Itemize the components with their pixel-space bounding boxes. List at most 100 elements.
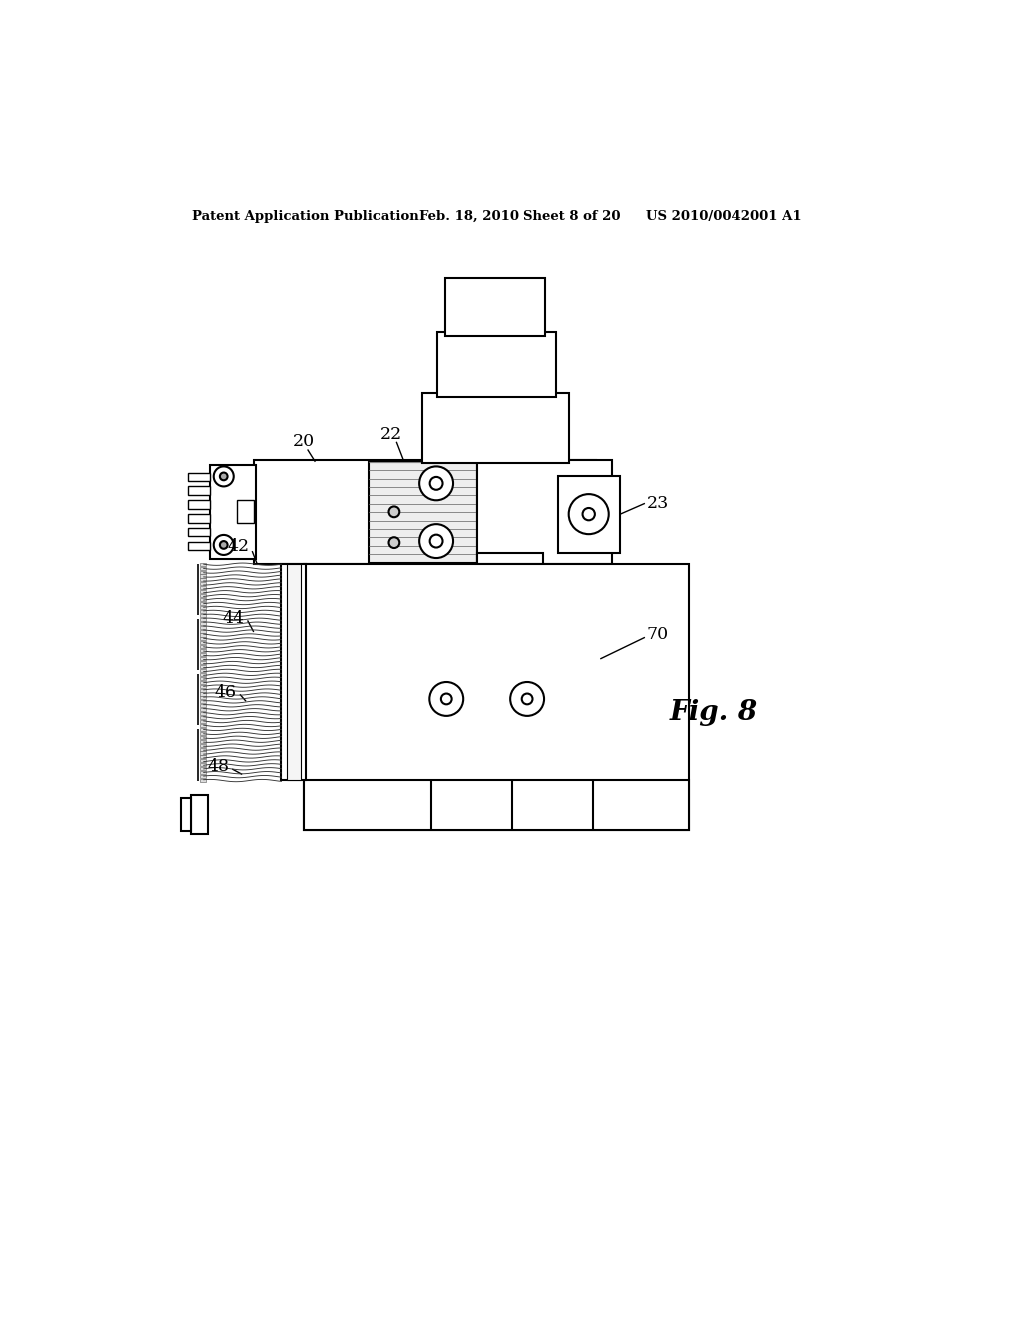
Bar bbox=[200, 693, 206, 696]
Text: Fig. 8: Fig. 8 bbox=[670, 700, 758, 726]
Bar bbox=[200, 751, 206, 755]
Bar bbox=[200, 562, 206, 566]
Bar bbox=[200, 657, 206, 660]
Bar bbox=[254, 461, 596, 564]
Text: Feb. 18, 2010: Feb. 18, 2010 bbox=[419, 210, 519, 223]
Bar bbox=[188, 543, 210, 550]
Bar bbox=[287, 564, 301, 780]
Text: 22: 22 bbox=[380, 425, 402, 442]
Bar bbox=[558, 475, 620, 553]
Circle shape bbox=[214, 535, 233, 554]
Bar bbox=[444, 277, 545, 335]
Circle shape bbox=[220, 541, 227, 549]
Bar bbox=[422, 393, 569, 462]
Circle shape bbox=[388, 507, 399, 517]
Bar bbox=[200, 681, 206, 684]
Text: 70: 70 bbox=[646, 626, 669, 643]
Bar bbox=[304, 780, 689, 830]
Bar bbox=[200, 719, 206, 723]
Bar bbox=[200, 747, 206, 751]
Bar bbox=[188, 487, 210, 495]
Circle shape bbox=[510, 682, 544, 715]
Bar bbox=[282, 564, 306, 780]
Circle shape bbox=[429, 682, 463, 715]
Bar bbox=[200, 771, 206, 775]
Circle shape bbox=[430, 535, 442, 548]
Text: 48: 48 bbox=[207, 758, 229, 775]
Bar bbox=[370, 462, 477, 562]
Bar bbox=[200, 586, 206, 589]
Text: Sheet 8 of 20: Sheet 8 of 20 bbox=[523, 210, 621, 223]
Bar bbox=[304, 564, 689, 830]
Bar bbox=[200, 685, 206, 688]
Bar bbox=[190, 795, 208, 834]
Bar bbox=[200, 739, 206, 743]
Circle shape bbox=[220, 473, 227, 480]
Circle shape bbox=[419, 524, 453, 558]
Circle shape bbox=[419, 466, 453, 500]
Bar bbox=[200, 665, 206, 668]
Bar bbox=[437, 331, 556, 397]
Circle shape bbox=[568, 494, 608, 535]
Bar bbox=[200, 610, 206, 612]
Text: US 2010/0042001 A1: US 2010/0042001 A1 bbox=[646, 210, 802, 223]
Bar bbox=[188, 473, 210, 480]
Bar bbox=[200, 614, 206, 616]
Bar bbox=[200, 566, 206, 570]
Bar bbox=[200, 582, 206, 585]
Circle shape bbox=[430, 477, 442, 490]
Bar bbox=[200, 689, 206, 692]
Bar bbox=[200, 697, 206, 700]
Bar bbox=[200, 626, 206, 628]
Bar bbox=[200, 606, 206, 609]
Text: 42: 42 bbox=[227, 539, 250, 554]
Text: 44: 44 bbox=[222, 610, 245, 627]
Bar bbox=[200, 649, 206, 652]
Bar bbox=[200, 618, 206, 620]
Bar bbox=[200, 570, 206, 574]
Bar bbox=[200, 574, 206, 578]
Bar bbox=[200, 743, 206, 747]
Bar bbox=[180, 797, 191, 832]
Bar bbox=[477, 461, 611, 564]
Bar bbox=[188, 515, 210, 523]
Bar bbox=[477, 553, 543, 564]
Bar bbox=[200, 622, 206, 624]
Circle shape bbox=[388, 537, 399, 548]
Bar bbox=[200, 763, 206, 767]
Bar bbox=[200, 705, 206, 708]
Bar bbox=[200, 645, 206, 648]
Bar bbox=[200, 590, 206, 593]
Bar bbox=[200, 598, 206, 601]
Bar bbox=[200, 594, 206, 597]
Bar bbox=[200, 715, 206, 719]
Circle shape bbox=[583, 508, 595, 520]
Circle shape bbox=[521, 693, 532, 705]
Bar bbox=[200, 602, 206, 605]
Bar bbox=[200, 759, 206, 763]
Bar bbox=[200, 755, 206, 759]
Text: 20: 20 bbox=[293, 433, 314, 450]
Bar bbox=[200, 779, 206, 781]
Bar bbox=[200, 578, 206, 582]
Text: 46: 46 bbox=[215, 684, 237, 701]
Bar bbox=[200, 677, 206, 680]
Bar bbox=[200, 767, 206, 771]
Bar bbox=[200, 775, 206, 779]
Circle shape bbox=[214, 466, 233, 487]
Bar bbox=[200, 630, 206, 632]
Bar bbox=[200, 642, 206, 644]
Bar bbox=[200, 634, 206, 636]
Bar bbox=[200, 731, 206, 735]
Bar bbox=[210, 465, 256, 558]
Bar bbox=[200, 713, 206, 715]
Bar bbox=[200, 653, 206, 656]
Bar bbox=[200, 701, 206, 704]
Bar bbox=[200, 735, 206, 739]
Circle shape bbox=[441, 693, 452, 705]
Bar bbox=[237, 500, 254, 523]
Bar bbox=[188, 528, 210, 536]
Bar bbox=[200, 709, 206, 711]
Bar bbox=[200, 661, 206, 664]
Bar bbox=[200, 723, 206, 727]
